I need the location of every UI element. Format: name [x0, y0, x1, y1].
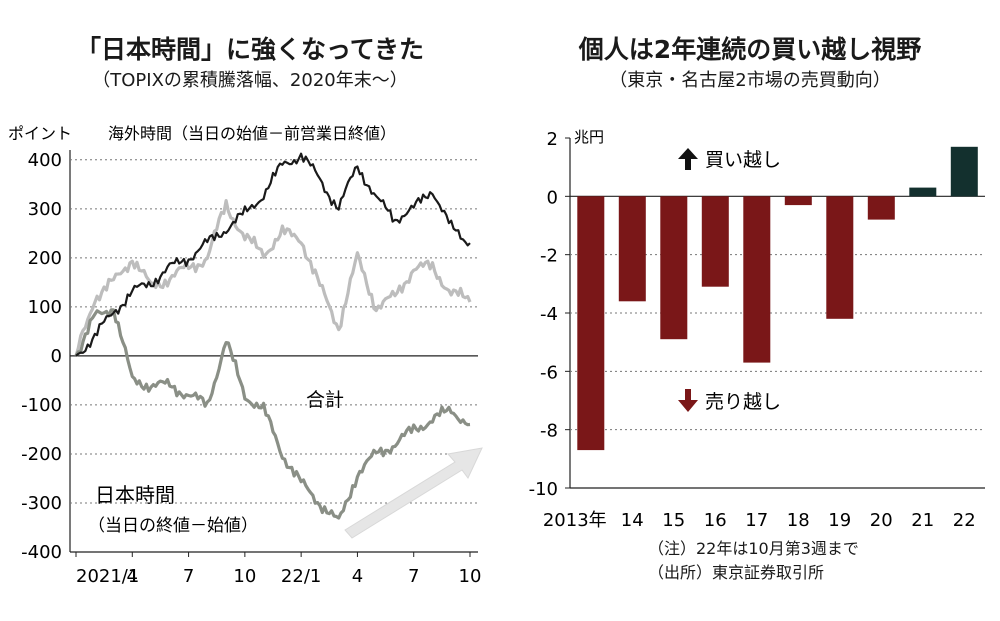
left-x-tick-label: 7 [408, 566, 419, 587]
japan-series-note: （当日の終値－始値） [88, 516, 258, 536]
right-x-tick-label: 22 [953, 510, 976, 531]
bar-8 [909, 187, 937, 197]
left-y-tick-label: 200 [28, 248, 62, 269]
right-unit-label: 兆円 [574, 128, 604, 146]
left-x-tick-label: 22/1 [281, 566, 321, 587]
total-series-label: 合計 [306, 389, 344, 411]
overseas-series-line [74, 199, 472, 357]
bar-1 [618, 196, 646, 302]
right-y-tick-label: -4 [540, 304, 558, 325]
right-x-tick-label: 14 [621, 510, 644, 531]
right-y-tick-label: -2 [540, 246, 558, 267]
right-y-tick-label: 2 [547, 129, 558, 150]
right-y-tick-label: -10 [529, 479, 558, 500]
left-chart-title: 「日本時間」に強くなってきた [75, 35, 424, 64]
right-chart-panel: 個人は2年連続の買い越し視野 （東京・名古屋2市場の売買動向） 兆円 買い越し … [500, 0, 1000, 621]
left-chart-panel: 「日本時間」に強くなってきた （TOPIXの累積騰落幅、2020年末～） ポイン… [8, 35, 483, 587]
total-series-line [75, 152, 471, 357]
right-x-tick-label: 17 [745, 510, 768, 531]
left-y-tick-label: 300 [28, 199, 62, 220]
right-x-tick-label: 16 [704, 510, 727, 531]
left-x-tick-label: 7 [183, 566, 194, 587]
right-x-tick-label: 21 [911, 510, 934, 531]
left-x-tick-label: 2021/1 [76, 566, 139, 587]
right-chart-subtitle: （東京・名古屋2市場の売買動向） [609, 70, 891, 91]
right-x-tick-label: 18 [787, 510, 810, 531]
overseas-series-label: 海外時間（当日の始値－前営業日終値） [108, 124, 396, 143]
right-chart-source: （出所）東京証券取引所 [648, 563, 825, 582]
sell-arrow-icon [678, 389, 698, 412]
sell-label: 売り越し [705, 391, 781, 413]
right-y-tick-label: -8 [540, 421, 558, 442]
buy-label: 買い越し [705, 149, 781, 171]
left-chart-subtitle: （TOPIXの累積騰落幅、2020年末～） [92, 70, 408, 91]
left-x-tick-label: 10 [459, 566, 482, 587]
bar-4 [743, 196, 771, 363]
left-x-tick-label: 4 [127, 566, 138, 587]
buy-arrow-icon [678, 148, 698, 170]
right-chart-title: 個人は2年連続の買い越し視野 [578, 35, 922, 64]
bar-2 [660, 196, 688, 340]
right-y-tick-label: -6 [540, 362, 558, 383]
japan-series-line [74, 308, 471, 520]
bar-9 [950, 146, 978, 197]
right-chart-note: （注）22年は10月第3週まで [648, 539, 859, 558]
left-y-tick-label: -100 [21, 395, 62, 416]
trend-arrow-icon [344, 447, 483, 539]
right-y-tick-label: 0 [547, 187, 558, 208]
left-unit-label: ポイント [8, 124, 72, 143]
left-y-tick-label: -300 [21, 493, 62, 514]
bar-6 [826, 196, 854, 319]
right-x-tick-label: 19 [828, 510, 851, 531]
bar-3 [701, 196, 729, 287]
bar-7 [867, 196, 895, 220]
left-y-tick-label: -400 [21, 542, 62, 563]
bar-5 [784, 196, 812, 206]
left-y-tick-label: 100 [28, 297, 62, 318]
left-y-tick-label: 0 [51, 346, 62, 367]
right-x-tick-label: 20 [870, 510, 893, 531]
left-y-tick-label: -200 [21, 444, 62, 465]
left-line-chart: ポイント 海外時間（当日の始値－前営業日終値） 合計 日本時間 （当日の終値－始… [8, 124, 483, 587]
right-x-tick-label: 15 [662, 510, 685, 531]
left-x-tick-label: 10 [233, 566, 256, 587]
right-x-tick-label: 2013年 [543, 510, 607, 531]
left-y-tick-label: 400 [28, 150, 62, 171]
left-x-tick-label: 4 [352, 566, 363, 587]
bar-0 [577, 196, 605, 451]
